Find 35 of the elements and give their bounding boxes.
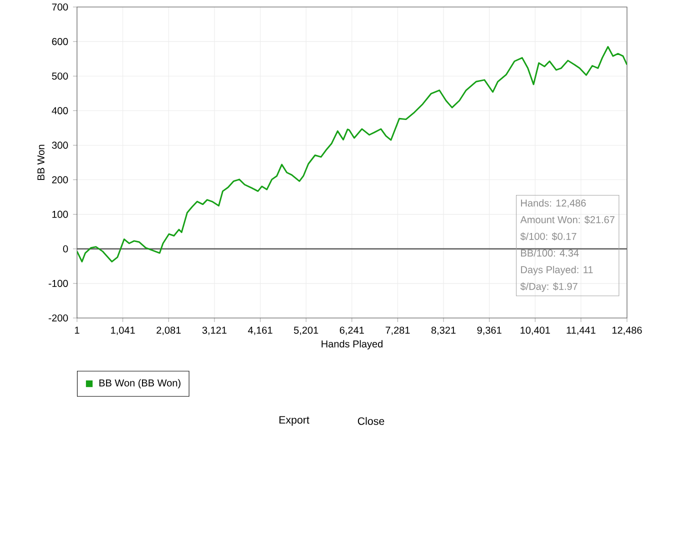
- x-tick-label: 3,121: [202, 326, 226, 335]
- annotation: BB/100: 4.34: [521, 249, 579, 257]
- x-tick-label: 6,241: [340, 326, 364, 335]
- y-tick-label: 600: [52, 38, 68, 46]
- x-tick-label: 4,161: [248, 326, 272, 335]
- y-tick-label: 700: [52, 3, 68, 11]
- y-tick-label: 0: [63, 245, 68, 252]
- y-tick-label: 100: [52, 210, 68, 218]
- y-tick-label: -200: [48, 314, 68, 322]
- x-tick-label: 1: [74, 326, 80, 334]
- annotation: $/Day: $1.97: [520, 282, 578, 292]
- x-tick-label: 2,081: [156, 326, 181, 335]
- x-tick-label: 1,041: [111, 326, 135, 335]
- annotation: Amount Won: $21.67: [520, 216, 614, 224]
- x-tick-label: 12,486: [612, 326, 642, 335]
- x-tick-label: 11,441: [566, 326, 596, 335]
- y-tick-label: 300: [52, 142, 68, 149]
- x-tick-label: 7,281: [386, 326, 410, 335]
- x-tick-label: 9,361: [477, 326, 502, 335]
- x-tick-label: 8,321: [431, 326, 456, 335]
- line-series: [77, 46, 627, 262]
- annotation: $/100: $0.17: [520, 232, 576, 241]
- x-tick-label: 5,201: [294, 326, 318, 335]
- y-tick-label: 400: [52, 107, 68, 114]
- y-tick-label: -100: [48, 280, 68, 287]
- y-tick-label: 500: [52, 72, 68, 80]
- y-tick-label: 200: [52, 176, 68, 184]
- x-tick-label: 10,401: [520, 326, 550, 335]
- legend-label: BB Won (BB Won): [99, 379, 180, 388]
- annotation: Hands: 12,486: [521, 199, 586, 208]
- annotation: Days Played: 11: [521, 266, 593, 276]
- text: Export: [279, 416, 310, 426]
- x-axis-title: Hands Played: [322, 340, 382, 350]
- y-axis-title: BB Won: [37, 144, 44, 180]
- text: Close: [358, 417, 384, 425]
